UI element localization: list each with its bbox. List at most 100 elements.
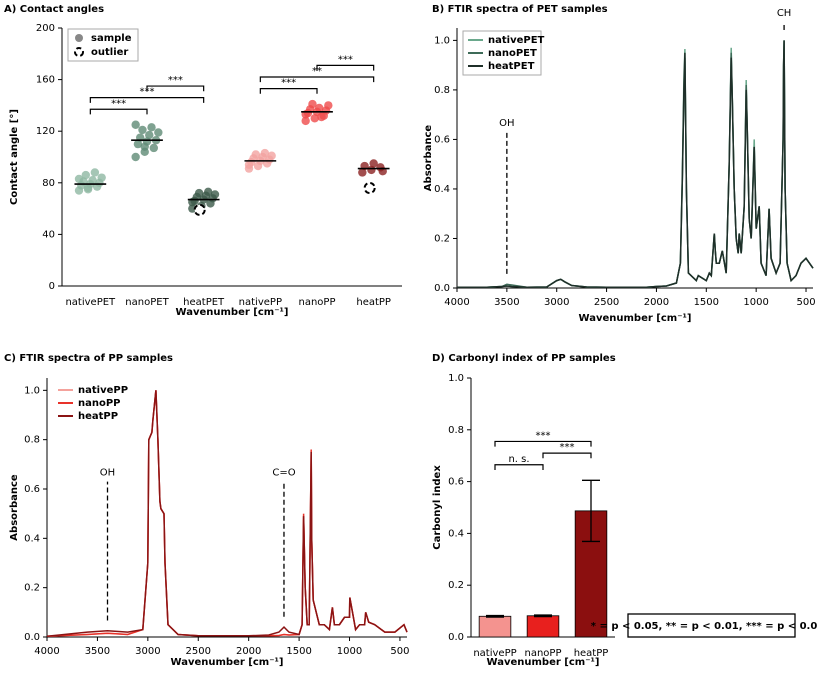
y-tick-label: 0.0 xyxy=(24,632,40,643)
sample-point xyxy=(317,112,326,122)
y-tick-label: 0.8 xyxy=(24,435,40,446)
significance-label: ** xyxy=(312,66,322,77)
sample-point xyxy=(83,185,93,194)
y-tick-label: 0 xyxy=(49,281,55,292)
marker-label: OH xyxy=(499,118,514,129)
y-tick-label: 1.0 xyxy=(24,385,40,396)
significance-bracket xyxy=(259,88,318,94)
sample-point xyxy=(194,188,204,198)
legend-label: outlier xyxy=(91,47,128,58)
x-tick-label: 3000 xyxy=(544,297,569,308)
marker-label: C=O xyxy=(272,468,295,479)
legend-marker xyxy=(74,47,84,57)
x-tick-label: heatPP xyxy=(356,297,391,308)
legend-label: nativePP xyxy=(78,385,128,396)
x-tick-label: 2500 xyxy=(594,297,619,308)
x-tick-label: nativePET xyxy=(65,297,116,308)
sample-point xyxy=(260,148,270,158)
sample-point xyxy=(369,159,378,168)
x-tick-label: 500 xyxy=(390,646,409,657)
y-tick-label: 1.0 xyxy=(434,35,450,46)
legend-label: heatPET xyxy=(488,61,535,72)
x-axis-label: Wavenumber [cm⁻¹] xyxy=(487,657,600,668)
sample-point xyxy=(154,128,163,137)
y-axis-label: Carbonyl index xyxy=(432,465,443,550)
panel-title: D) Carbonyl index of PP samples xyxy=(432,353,616,364)
y-tick-label: 0.4 xyxy=(24,533,40,544)
x-axis-label: Wavenumber [cm⁻¹] xyxy=(579,313,692,324)
x-tick-label: 3500 xyxy=(494,297,519,308)
sample-point xyxy=(88,176,97,185)
legend-label: sample xyxy=(91,33,132,44)
panel-title: B) FTIR spectra of PET samples xyxy=(432,4,608,15)
x-tick-label: nanoPP xyxy=(299,297,336,308)
significance-label: *** xyxy=(168,75,183,86)
x-tick-label: 4000 xyxy=(444,297,469,308)
x-tick-label: nanoPP xyxy=(525,648,562,659)
y-tick-label: 0.4 xyxy=(448,528,464,539)
sample-point xyxy=(90,168,100,177)
spectrum-line xyxy=(457,40,814,289)
sample-point xyxy=(358,168,367,177)
legend-marker xyxy=(75,34,83,42)
y-tick-label: 0.0 xyxy=(448,632,464,643)
y-tick-label: 120 xyxy=(36,126,55,137)
note: * = p < 0.05, ** = p < 0.01, *** = p < 0… xyxy=(591,621,817,632)
sample-point xyxy=(324,101,333,110)
significance-label: *** xyxy=(560,442,575,453)
significance-label: *** xyxy=(111,98,126,109)
sample-point xyxy=(315,103,324,113)
sample-point xyxy=(81,170,91,180)
y-tick-label: 0.6 xyxy=(448,477,464,488)
x-tick-label: 3500 xyxy=(85,646,110,657)
sample-point xyxy=(147,123,156,132)
significance-label: *** xyxy=(536,430,551,441)
y-tick-label: 160 xyxy=(36,75,55,86)
spectrum-line xyxy=(457,40,814,289)
sample-point xyxy=(301,116,310,126)
spectrum-line xyxy=(46,390,408,638)
x-axis-label: Wavenumber [cm⁻¹] xyxy=(176,307,289,318)
x-tick-label: nativePP xyxy=(473,648,516,659)
note-box xyxy=(627,613,796,638)
significance-label: *** xyxy=(338,54,353,65)
y-axis-label: Absorbance xyxy=(423,125,434,192)
y-tick-label: 200 xyxy=(36,23,55,34)
x-tick-label: 500 xyxy=(796,297,815,308)
sample-point xyxy=(131,120,140,129)
significance-bracket xyxy=(494,464,544,470)
sample-point xyxy=(140,142,149,151)
x-tick-label: 1500 xyxy=(286,646,311,657)
x-tick-label: 2000 xyxy=(236,646,261,657)
legend-label: nanoPP xyxy=(78,398,121,409)
sample-point xyxy=(131,152,140,162)
significance-bracket xyxy=(259,76,375,83)
sample-point xyxy=(204,187,213,197)
y-axis-label: Absorbance xyxy=(9,474,20,541)
y-tick-label: 0.2 xyxy=(434,233,450,244)
sample-point xyxy=(188,204,197,213)
bar xyxy=(478,615,512,638)
significance-label: *** xyxy=(281,78,296,89)
x-tick-label: nanoPET xyxy=(125,297,169,308)
significance-label: n. s. xyxy=(508,454,529,465)
sample-point xyxy=(210,190,220,199)
y-tick-label: 0.8 xyxy=(448,425,464,436)
bar xyxy=(526,615,560,638)
x-tick-label: 1000 xyxy=(743,297,768,308)
spectrum-line xyxy=(46,390,408,638)
significance-bracket xyxy=(146,85,205,92)
y-tick-label: 0.0 xyxy=(434,283,450,294)
x-tick-label: 2500 xyxy=(186,646,211,657)
panel-title: A) Contact angles xyxy=(4,4,104,15)
y-tick-label: 0.6 xyxy=(434,134,450,145)
x-tick-label: 1500 xyxy=(694,297,719,308)
outlier-point xyxy=(193,203,206,216)
x-tick-label: 3000 xyxy=(135,646,160,657)
outlier-point xyxy=(363,181,376,194)
sample-point xyxy=(308,99,317,109)
x-axis-label: Wavenumber [cm⁻¹] xyxy=(171,657,284,668)
significance-bracket xyxy=(89,108,148,115)
legend-label: nanoPET xyxy=(488,48,537,59)
significance-bracket xyxy=(89,97,205,103)
